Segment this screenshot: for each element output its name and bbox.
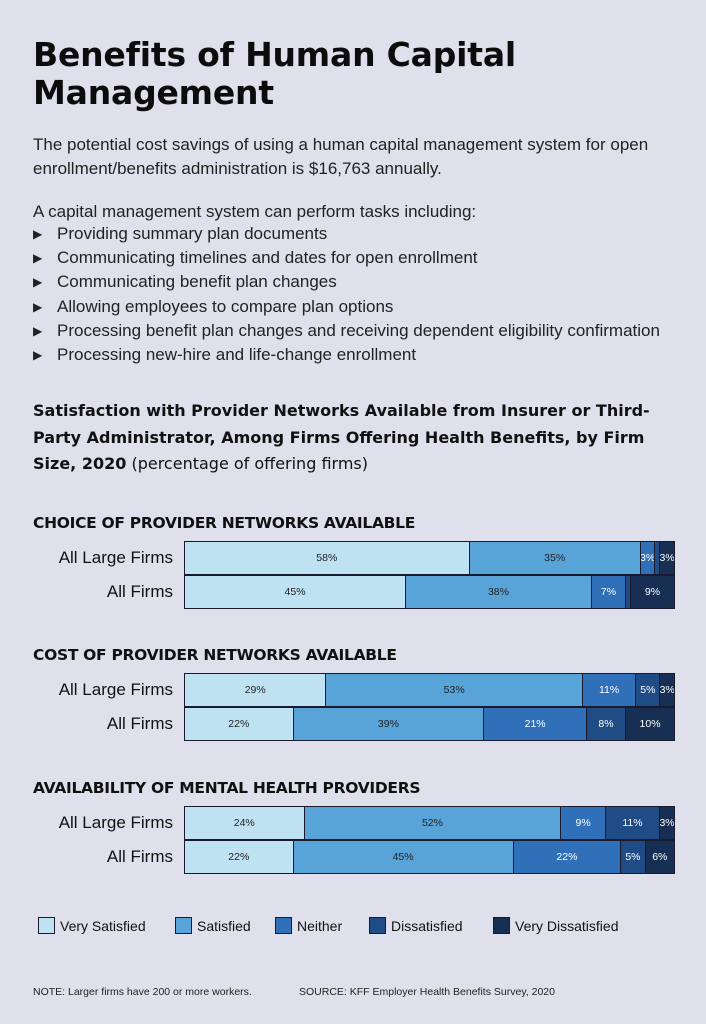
legend-swatch [369,917,386,934]
legend-label: Satisfied [197,917,251,934]
legend-item: Very Dissatisfied [493,917,618,934]
bar-segment: 3% [659,807,674,839]
bar-segment: 52% [303,807,561,839]
footer-source: SOURCE: KFF Employer Health Benefits Sur… [299,986,555,998]
task-item: ▶ Allowing employees to compare plan opti… [33,295,693,319]
chart-heading-normal: (percentage of offering firms) [131,454,368,473]
bar-segment: 45% [185,576,406,608]
row-label: All Firms [106,582,173,601]
row-label: All Large Firms [58,548,173,567]
bar-segment: 3% [659,542,674,574]
bar-segment: 24% [185,807,304,839]
task-text: Processing new-hire and life-change enro… [57,345,417,365]
bullet-icon: ▶ [33,251,43,266]
row-label: All Large Firms [58,680,173,699]
task-text: Communicating benefit plan changes [57,272,337,292]
legend-swatch [275,917,292,934]
task-item: ▶ Processing new-hire and life-change enr… [33,343,693,367]
legend-label: Dissatisfied [391,917,463,934]
bullet-icon: ▶ [33,323,43,338]
bar-segment: 10% [625,708,674,740]
bar-segment: 22% [185,841,293,873]
legend-item: Satisfied [175,917,251,934]
task-text: Processing benefit plan changes and rece… [57,320,660,340]
stacked-bar: 22% 45% 22% 5% 6% [184,840,675,874]
bar-segment [654,542,660,574]
bar-segment: 9% [629,576,674,608]
bar-segment: 39% [292,708,484,740]
row-label: All Firms [106,714,173,733]
section-title: AVAILABILITY OF MENTAL HEALTH PROVIDERS [33,779,421,797]
task-text: Allowing employees to compare plan optio… [57,296,394,316]
bar-segment: 3% [659,674,674,706]
chart-heading: Satisfaction with Provider Networks Avai… [33,398,693,478]
task-text: Providing summary plan documents [57,224,328,243]
bar-segment: 21% [483,708,586,740]
legend-item: Dissatisfied [369,917,463,934]
bar-segment: 58% [185,542,469,574]
bar-segment: 53% [325,674,582,706]
tasks-lead: A capital management system can perform … [33,202,477,221]
stacked-bar: 58% 35% 3% 3% [184,541,675,575]
legend-item: Neither [275,917,342,934]
task-text: Communicating timelines and dates for op… [57,248,478,268]
bar-segment: 38% [405,576,591,608]
footer-note: NOTE: Larger firms have 200 or more work… [33,986,252,998]
bullet-icon: ▶ [33,348,43,363]
task-item: ▶ Communicating benefit plan changes [33,270,693,294]
chart-heading-bold: Satisfaction with Provider Networks Avai… [33,401,650,473]
page-title: Benefits of Human Capital Management [33,35,517,112]
bar-segment: 6% [644,841,674,873]
intro-text: The potential cost savings of using a hu… [33,135,649,178]
legend-swatch [175,917,192,934]
stacked-bar: 29% 53% 11% 5% 3% [184,673,675,707]
bullet-icon: ▶ [33,275,43,290]
bar-segment: 45% [292,841,513,873]
task-item: ▶ Communicating timelines and dates for o… [33,246,693,270]
bar-segment: 3% [639,542,655,574]
task-item: ▶ Processing benefit plan changes and rec… [33,319,693,343]
bar-segment: 9% [560,807,605,839]
stacked-bar: 45% 38% 7% 9% [184,575,675,609]
legend-item: Very Satisfied [38,917,146,934]
bullet-icon: ▶ [33,299,43,314]
bar-segment: 22% [185,708,293,740]
legend-swatch [493,917,510,934]
task-item: ▶ Providing summary plan documents [33,222,693,246]
bar-segment: 11% [581,674,636,706]
bar-segment: 11% [604,807,660,839]
section-title: COST OF PROVIDER NETWORKS AVAILABLE [33,646,397,664]
bar-segment: 5% [635,674,660,706]
legend-swatch [38,917,55,934]
row-label: All Firms [106,847,173,866]
legend-label: Very Dissatisfied [515,917,619,934]
bar-segment: 22% [512,841,621,873]
legend-label: Very Satisfied [60,917,146,934]
legend-label: Neither [297,917,343,934]
task-list: ▶ Providing summary plan documents ▶ Commun… [33,222,693,367]
row-label: All Large Firms [58,813,173,832]
bullet-icon: ▶ [33,227,43,241]
bar-segment: 29% [185,674,326,706]
bar-segment: 35% [468,542,640,574]
bar-segment: 7% [590,576,626,608]
section-title: CHOICE OF PROVIDER NETWORKS AVAILABLE [33,514,416,532]
bar-segment [625,576,630,608]
bar-segment: 8% [585,708,626,740]
stacked-bar: 24% 52% 9% 11% 3% [184,806,675,840]
stacked-bar: 22% 39% 21% 8% 10% [184,707,675,741]
bar-segment: 5% [620,841,645,873]
